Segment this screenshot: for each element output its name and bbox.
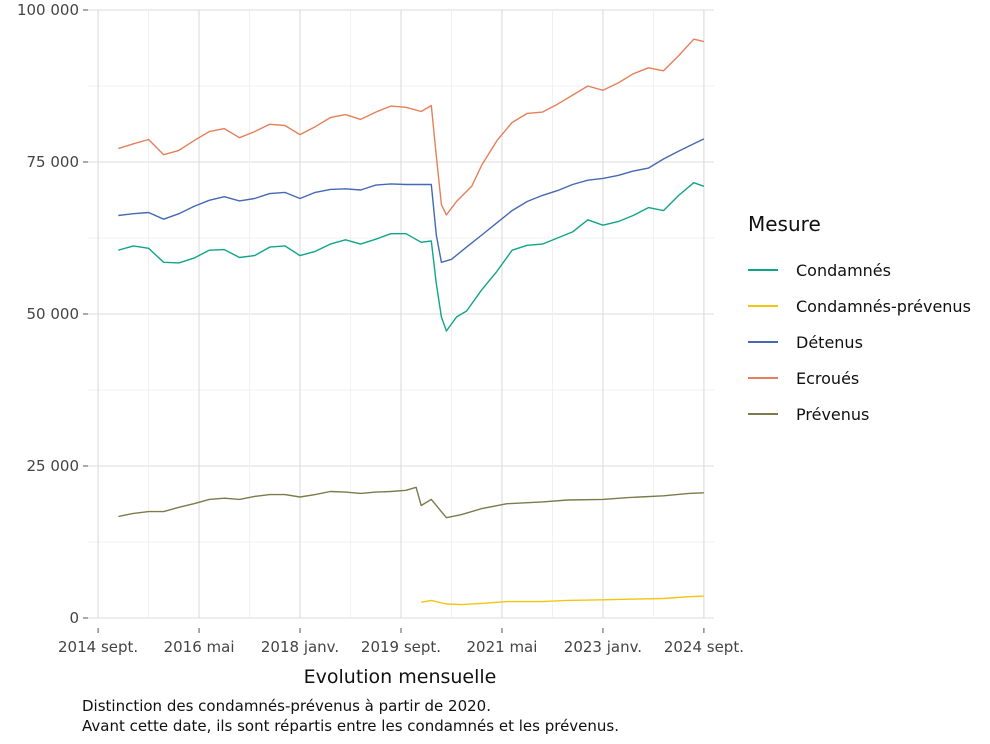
- gridlines: [88, 9, 714, 619]
- legend-item: Prévenus: [748, 396, 971, 432]
- x-tick-label: 2016 mai: [164, 638, 235, 656]
- x-tick-label: 2021 mai: [467, 638, 538, 656]
- legend-item: Condamnés-prévenus: [748, 288, 971, 324]
- y-tick-label: 100 000: [17, 1, 79, 19]
- legend-item: Ecroués: [748, 360, 971, 396]
- caption-line-1: Distinction des condamnés-prévenus à par…: [82, 697, 491, 715]
- legend-swatch: [748, 413, 778, 415]
- series-line-5: [118, 486, 704, 519]
- x-tick-label: 2023 janv.: [564, 638, 642, 656]
- series-line-1: [118, 182, 705, 332]
- legend-title: Mesure: [748, 212, 821, 236]
- x-axis-title: Evolution mensuelle: [304, 666, 497, 688]
- x-tick-label: 2024 sept.: [664, 638, 744, 656]
- y-tick-label: 75 000: [27, 153, 80, 171]
- legend-swatch: [748, 305, 778, 307]
- series-lines: [118, 38, 705, 606]
- legend-swatch: [748, 377, 778, 379]
- series-line-4: [118, 38, 705, 216]
- legend-label: Condamnés-prévenus: [796, 296, 971, 316]
- legend-label: Prévenus: [796, 404, 870, 424]
- series-line-3: [118, 138, 705, 263]
- legend-item: Condamnés: [748, 252, 971, 288]
- y-axis-ticks: 0 25 000 50 000 75 000 100 000: [17, 1, 88, 627]
- y-tick-label: 50 000: [27, 305, 80, 323]
- series-line-2: [421, 595, 704, 606]
- legend-label: Condamnés: [796, 260, 891, 280]
- legend-items: Condamnés Condamnés-prévenus Détenus Ecroué…: [748, 252, 971, 432]
- x-tick-label: 2018 janv.: [261, 638, 339, 656]
- y-tick-label: 25 000: [27, 457, 80, 475]
- legend-label: Ecroués: [796, 368, 860, 388]
- legend-swatch: [748, 341, 778, 343]
- legend: Mesure Condamnés Condamnés-prévenus Détenu…: [748, 212, 971, 432]
- y-tick-label: 0: [69, 609, 79, 627]
- x-tick-label: 2019 sept.: [361, 638, 441, 656]
- legend-swatch: [748, 269, 778, 271]
- legend-item: Détenus: [748, 324, 971, 360]
- caption-line-2: Avant cette date, ils sont répartis entr…: [82, 717, 619, 735]
- x-axis-ticks: 2014 sept. 2016 mai 2018 janv. 2019 sept. 20…: [58, 628, 744, 656]
- x-tick-label: 2014 sept.: [58, 638, 138, 656]
- legend-label: Détenus: [796, 332, 863, 352]
